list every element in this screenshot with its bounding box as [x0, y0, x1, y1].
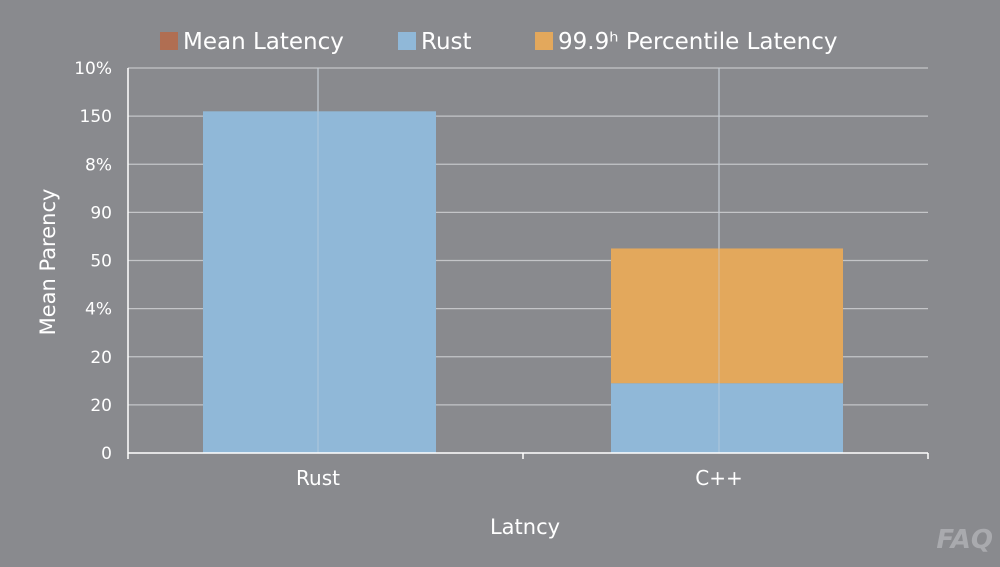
y-tick-label: 20: [90, 348, 112, 368]
y-tick-label: 8%: [85, 155, 112, 175]
bar: [611, 383, 843, 453]
x-tick-label: Rust: [296, 466, 340, 490]
y-tick-label: 0: [101, 444, 112, 464]
legend-label: Rust: [421, 29, 472, 55]
legend-label: Mean Latency: [183, 29, 344, 55]
axes: 0 20 20 4% 50 90 8% 150 10% Rust C++: [74, 59, 929, 490]
legend-swatch: [160, 32, 178, 50]
x-axis-title: Latncy: [490, 515, 560, 539]
y-tick-label: 10%: [74, 59, 112, 79]
legend-swatch: [535, 32, 553, 50]
bars: [203, 68, 843, 453]
legend: Mean Latency Rust 99.9ʰ Percentile Latency: [160, 29, 838, 55]
bar: [611, 248, 843, 384]
y-tick-label: 4%: [85, 300, 112, 320]
y-tick-label: 50: [90, 252, 112, 272]
x-tick-label: C++: [695, 466, 742, 490]
y-tick-label: 90: [90, 203, 112, 223]
y-axis-title: Mean Parency: [36, 189, 60, 336]
legend-label: 99.9ʰ Percentile Latency: [558, 29, 838, 55]
legend-swatch: [398, 32, 416, 50]
watermark-logo: FAQ: [936, 525, 993, 555]
y-tick-label: 20: [90, 396, 112, 416]
y-tick-label: 150: [80, 107, 112, 127]
bar: [203, 111, 436, 453]
